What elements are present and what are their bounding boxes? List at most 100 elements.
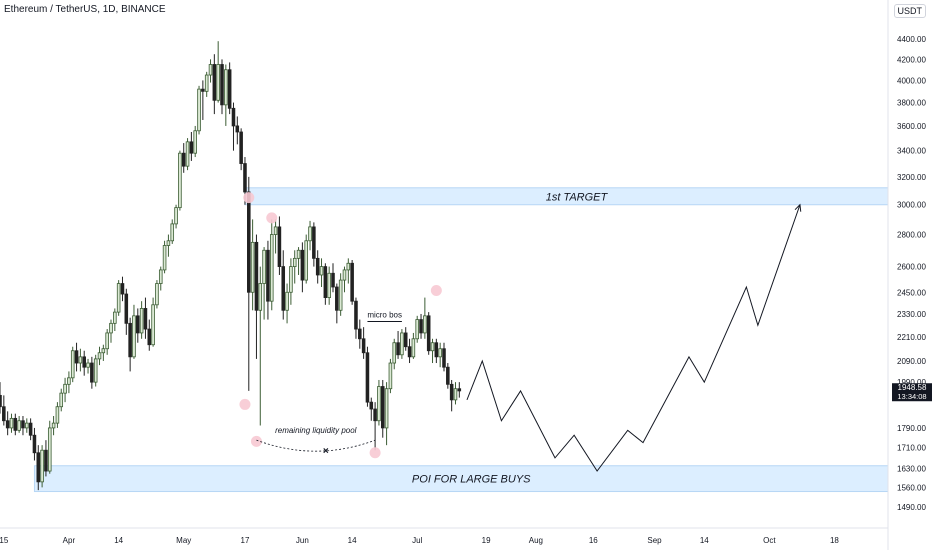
currency-badge[interactable]: USDT [893, 4, 926, 18]
candle-body [174, 207, 178, 225]
candle [132, 304, 136, 359]
candle [74, 342, 79, 372]
time-tick-label: 19 [482, 536, 491, 545]
candle [442, 342, 446, 372]
candle [67, 371, 71, 394]
candle [269, 219, 274, 311]
candle-body [403, 332, 408, 348]
candle-body [365, 352, 370, 403]
time-tick-label: 14 [114, 536, 123, 545]
candle-body [224, 69, 228, 106]
candle [124, 288, 129, 335]
candle [212, 54, 217, 115]
candle-body [78, 356, 83, 364]
candle [143, 297, 148, 339]
candle-body [342, 269, 347, 281]
candle [380, 379, 385, 438]
candle-body [5, 420, 10, 429]
candle [289, 258, 293, 305]
candle [423, 297, 427, 339]
candle-body [47, 427, 52, 472]
candle-body [120, 283, 125, 295]
candle-body [158, 269, 163, 284]
price-tick-label: 2800.00 [897, 231, 926, 240]
candle-body [59, 392, 64, 408]
candle [170, 219, 175, 244]
candle [201, 80, 205, 120]
price-tick-label: 1710.00 [897, 444, 926, 453]
time-tick-label: 14 [348, 536, 357, 545]
symbol-title[interactable]: Ethereum / TetherUS, 1D, BINANCE [4, 4, 166, 15]
candle-body [86, 362, 90, 368]
candle [438, 342, 442, 368]
candle-body [51, 422, 56, 429]
candle [258, 266, 263, 426]
candle-body [377, 386, 381, 422]
price-tick-label: 2210.00 [897, 333, 926, 342]
time-tick-label: 15 [0, 536, 9, 545]
candle [231, 102, 236, 151]
candle-body [109, 322, 113, 334]
candle [44, 440, 48, 477]
candle-body [426, 315, 431, 352]
candle-body [269, 234, 274, 302]
projection-path [466, 204, 801, 472]
candle-body [373, 408, 377, 422]
candle [208, 59, 213, 83]
candle-body [361, 338, 366, 354]
micro-bos-label: micro bos [367, 310, 402, 319]
candle-body [384, 388, 389, 429]
candle [396, 330, 400, 359]
candle-body [446, 366, 450, 385]
candle-body [434, 342, 439, 358]
candle-body [55, 406, 60, 424]
candle-body [380, 386, 385, 429]
price-tick-label: 3400.00 [897, 147, 926, 156]
candle [21, 416, 25, 436]
candle [97, 346, 102, 366]
candle-body [220, 64, 224, 106]
candle [312, 222, 316, 267]
candle [338, 273, 343, 316]
candle [327, 266, 331, 305]
candle [430, 338, 435, 364]
candle [392, 338, 397, 370]
candle [116, 280, 121, 316]
candle-body [185, 141, 190, 167]
candle-body [419, 319, 423, 334]
swing-marker [430, 285, 442, 297]
candle-body [113, 311, 117, 324]
candle-body [116, 283, 121, 313]
candle-body [36, 452, 41, 483]
candle-body [423, 315, 427, 334]
candle-body [254, 241, 259, 311]
candle-body [354, 300, 358, 330]
candle [181, 143, 186, 173]
candle-body [227, 69, 232, 109]
candle [277, 216, 282, 275]
candle-body [13, 417, 18, 431]
candle-body [151, 304, 155, 346]
price-tick-label: 3600.00 [897, 122, 926, 131]
candle-body [457, 388, 462, 392]
projection-arrowhead [794, 203, 802, 212]
candle-body [212, 64, 217, 101]
candle [407, 338, 412, 364]
candle [388, 358, 393, 394]
candle [315, 250, 320, 284]
swing-marker [266, 212, 278, 224]
candle [262, 247, 266, 320]
candle-body [243, 163, 247, 193]
swing-marker [369, 447, 381, 459]
candle-body [147, 328, 152, 346]
candle-body [285, 291, 289, 311]
candle [93, 354, 98, 387]
liquidity-pool-curve [256, 439, 376, 452]
candle [5, 411, 10, 436]
candle [17, 416, 21, 433]
swing-marker [243, 192, 255, 204]
candle [411, 332, 416, 359]
candle-body [128, 322, 132, 358]
